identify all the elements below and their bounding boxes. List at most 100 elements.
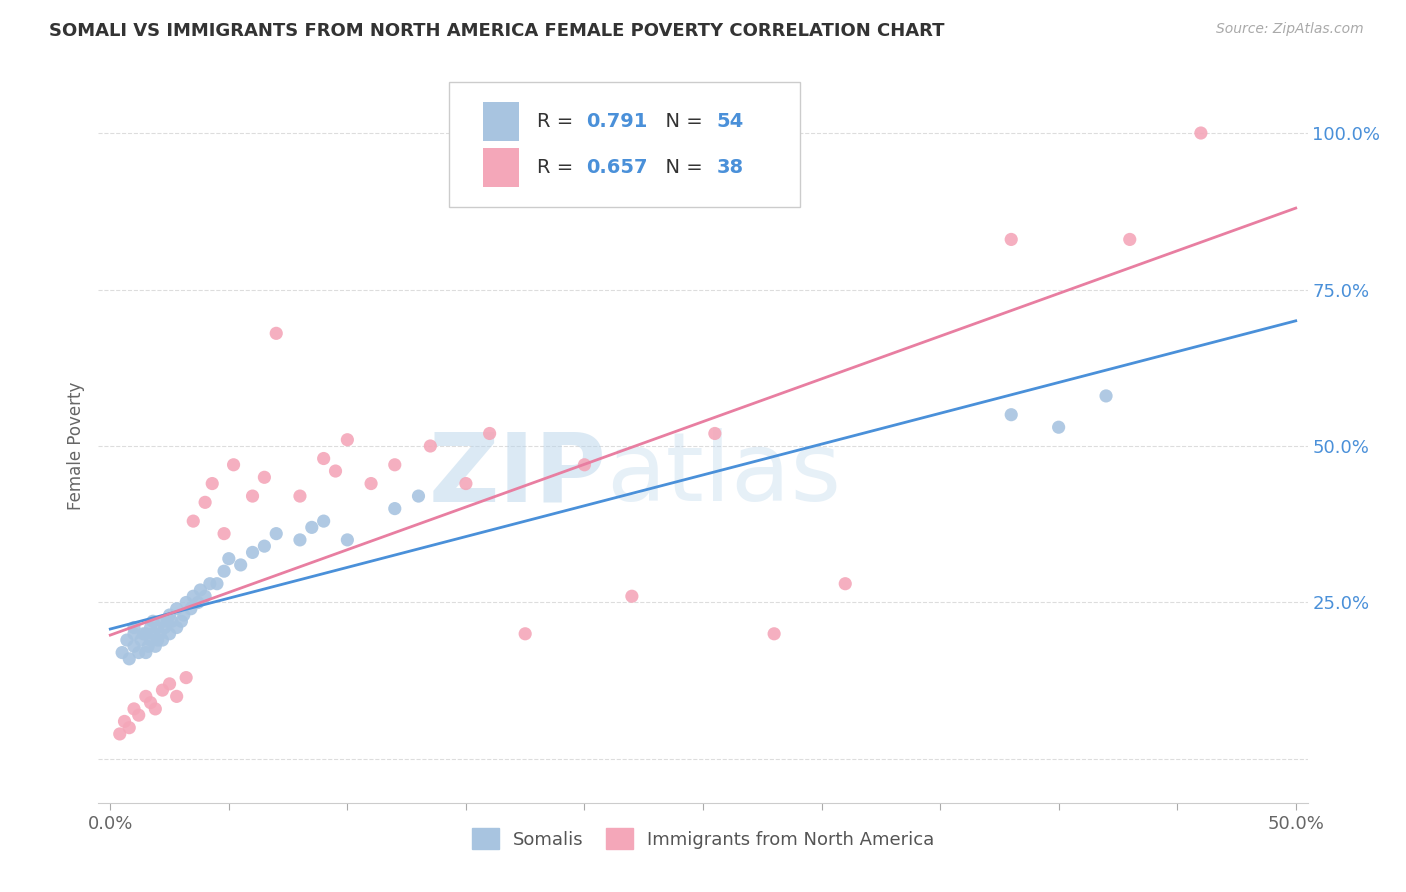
Point	[129, 633, 152, 648]
Point	[136, 640, 159, 654]
Point	[288, 489, 311, 503]
Point	[166, 690, 188, 704]
Point	[190, 582, 212, 597]
Point	[152, 683, 174, 698]
Text: 0.791: 0.791	[586, 112, 647, 131]
Text: R =: R =	[537, 112, 579, 131]
Point	[166, 621, 188, 635]
Point	[408, 489, 430, 503]
Point	[212, 526, 235, 541]
Point	[205, 576, 228, 591]
Point	[139, 696, 162, 710]
Point	[114, 714, 136, 729]
Point	[180, 601, 202, 615]
Text: R =: R =	[537, 158, 579, 178]
Point	[312, 514, 335, 528]
Point	[1189, 126, 1212, 140]
Text: atlas: atlas	[606, 428, 841, 521]
Point	[834, 576, 856, 591]
Point	[146, 621, 169, 635]
Point	[170, 614, 193, 628]
Point	[156, 614, 179, 628]
Point	[122, 621, 145, 635]
Point	[288, 533, 311, 547]
Point	[143, 640, 166, 654]
Text: SOMALI VS IMMIGRANTS FROM NORTH AMERICA FEMALE POVERTY CORRELATION CHART: SOMALI VS IMMIGRANTS FROM NORTH AMERICA …	[49, 22, 945, 40]
Point	[384, 458, 406, 472]
Point	[478, 426, 501, 441]
Point	[763, 627, 786, 641]
Text: ZIP: ZIP	[429, 428, 606, 521]
Point	[152, 614, 174, 628]
Point	[229, 558, 252, 572]
Point	[152, 633, 174, 648]
Point	[1047, 420, 1070, 434]
Point	[194, 495, 217, 509]
Point	[174, 671, 197, 685]
Point	[153, 621, 176, 635]
FancyBboxPatch shape	[482, 148, 519, 187]
Point	[149, 627, 172, 641]
Point	[122, 627, 145, 641]
Point	[159, 627, 181, 641]
Point	[1000, 232, 1022, 246]
Text: 54: 54	[716, 112, 744, 131]
Point	[515, 627, 537, 641]
Text: 0.657: 0.657	[586, 158, 647, 178]
Y-axis label: Female Poverty: Female Poverty	[66, 382, 84, 510]
Point	[139, 633, 162, 648]
Point	[264, 526, 287, 541]
Point	[242, 489, 264, 503]
Point	[1095, 389, 1118, 403]
Point	[194, 589, 217, 603]
Point	[312, 451, 335, 466]
Point	[146, 633, 169, 648]
Point	[166, 601, 188, 615]
Point	[198, 576, 221, 591]
Point	[142, 614, 165, 628]
Point	[419, 439, 441, 453]
Point	[108, 727, 131, 741]
Point	[574, 458, 596, 472]
Point	[118, 721, 141, 735]
Point	[187, 595, 209, 609]
Point	[253, 470, 276, 484]
Point	[115, 633, 138, 648]
Point	[128, 708, 150, 723]
Point	[201, 476, 224, 491]
Point	[325, 464, 347, 478]
Point	[135, 690, 157, 704]
Point	[1119, 232, 1142, 246]
Point	[135, 646, 157, 660]
Point	[111, 646, 134, 660]
Point	[336, 533, 359, 547]
Point	[122, 640, 145, 654]
Legend: Somalis, Immigrants from North America: Somalis, Immigrants from North America	[463, 819, 943, 858]
Point	[336, 433, 359, 447]
Point	[181, 589, 204, 603]
Point	[160, 614, 183, 628]
Point	[181, 514, 204, 528]
FancyBboxPatch shape	[482, 102, 519, 141]
Point	[222, 458, 245, 472]
Point	[122, 702, 145, 716]
Point	[142, 627, 165, 641]
Point	[1000, 408, 1022, 422]
Text: N =: N =	[654, 112, 710, 131]
Text: 38: 38	[716, 158, 744, 178]
Point	[253, 539, 276, 553]
FancyBboxPatch shape	[449, 82, 800, 207]
Point	[454, 476, 477, 491]
Point	[143, 702, 166, 716]
Point	[360, 476, 382, 491]
Point	[159, 677, 181, 691]
Point	[135, 627, 157, 641]
Point	[242, 545, 264, 559]
Point	[173, 607, 195, 622]
Point	[264, 326, 287, 341]
Text: Source: ZipAtlas.com: Source: ZipAtlas.com	[1216, 22, 1364, 37]
Point	[132, 627, 155, 641]
Point	[703, 426, 725, 441]
Point	[212, 564, 235, 578]
Point	[139, 621, 162, 635]
